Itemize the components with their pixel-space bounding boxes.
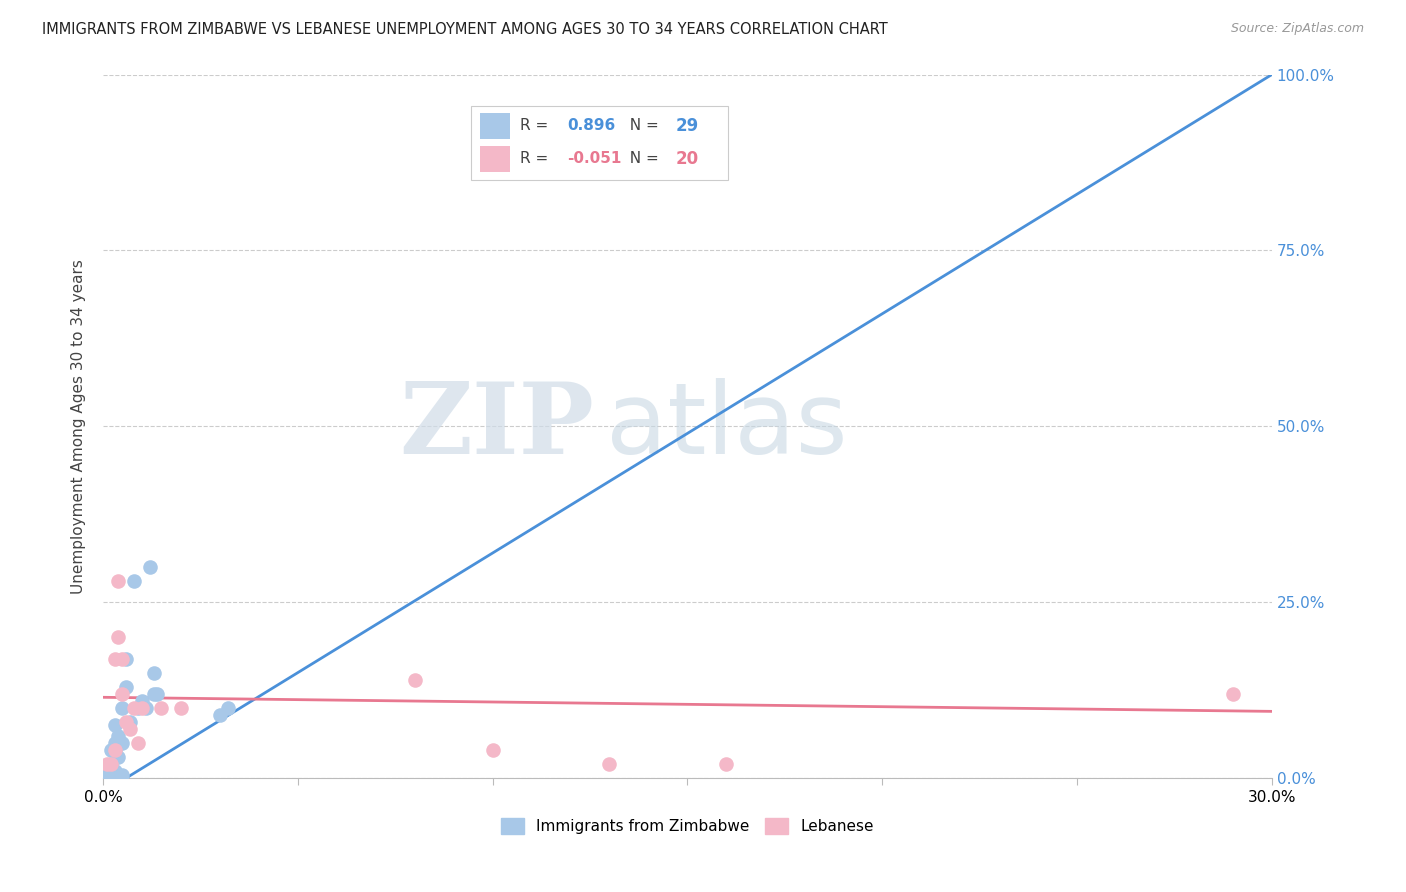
Point	[115, 680, 138, 694]
Point	[107, 750, 129, 764]
FancyBboxPatch shape	[471, 106, 728, 180]
Bar	[481, 145, 510, 172]
Point	[104, 743, 127, 757]
Text: R =: R =	[520, 152, 554, 167]
Point	[96, 757, 118, 772]
Point	[716, 757, 738, 772]
Point	[404, 673, 426, 687]
Point	[131, 694, 153, 708]
Point	[104, 768, 127, 782]
Point	[100, 757, 122, 772]
Point	[107, 574, 129, 589]
Point	[146, 687, 169, 701]
Y-axis label: Unemployment Among Ages 30 to 34 years: Unemployment Among Ages 30 to 34 years	[72, 259, 86, 594]
Point	[170, 701, 193, 715]
Point	[122, 574, 145, 589]
Point	[96, 768, 118, 782]
Point	[131, 701, 153, 715]
Text: N =: N =	[620, 119, 664, 134]
Text: Source: ZipAtlas.com: Source: ZipAtlas.com	[1230, 22, 1364, 36]
Point	[150, 701, 173, 715]
Text: R =: R =	[520, 119, 558, 134]
Point	[104, 743, 127, 757]
Point	[104, 651, 127, 665]
Point	[104, 764, 127, 779]
Text: ZIP: ZIP	[399, 378, 593, 475]
Point	[111, 768, 134, 782]
Point	[100, 757, 122, 772]
Point	[111, 687, 134, 701]
Text: IMMIGRANTS FROM ZIMBABWE VS LEBANESE UNEMPLOYMENT AMONG AGES 30 TO 34 YEARS CORR: IMMIGRANTS FROM ZIMBABWE VS LEBANESE UNE…	[42, 22, 889, 37]
Point	[111, 701, 134, 715]
Bar	[481, 112, 510, 139]
Legend: Immigrants from Zimbabwe, Lebanese: Immigrants from Zimbabwe, Lebanese	[501, 818, 873, 834]
Point	[104, 736, 127, 750]
Point	[100, 768, 122, 782]
Text: atlas: atlas	[606, 378, 848, 475]
Point	[142, 665, 165, 680]
Point	[120, 714, 142, 729]
Point	[111, 736, 134, 750]
Point	[107, 729, 129, 743]
Point	[142, 687, 165, 701]
Point	[104, 718, 127, 732]
Point	[120, 722, 142, 736]
Point	[127, 701, 149, 715]
Text: 29: 29	[676, 117, 699, 135]
Point	[122, 701, 145, 715]
Text: N =: N =	[620, 152, 664, 167]
Point	[481, 743, 503, 757]
Point	[598, 757, 620, 772]
Text: 20: 20	[676, 150, 699, 168]
Point	[127, 736, 149, 750]
Point	[1222, 687, 1244, 701]
Text: -0.051: -0.051	[567, 152, 621, 167]
Point	[96, 764, 118, 779]
Point	[138, 560, 160, 574]
Point	[208, 707, 231, 722]
Text: 0.896: 0.896	[567, 119, 616, 134]
Point	[115, 714, 138, 729]
Point	[100, 743, 122, 757]
Point	[107, 768, 129, 782]
Point	[115, 651, 138, 665]
Point	[111, 651, 134, 665]
Point	[217, 701, 239, 715]
Point	[135, 701, 157, 715]
Point	[107, 631, 129, 645]
